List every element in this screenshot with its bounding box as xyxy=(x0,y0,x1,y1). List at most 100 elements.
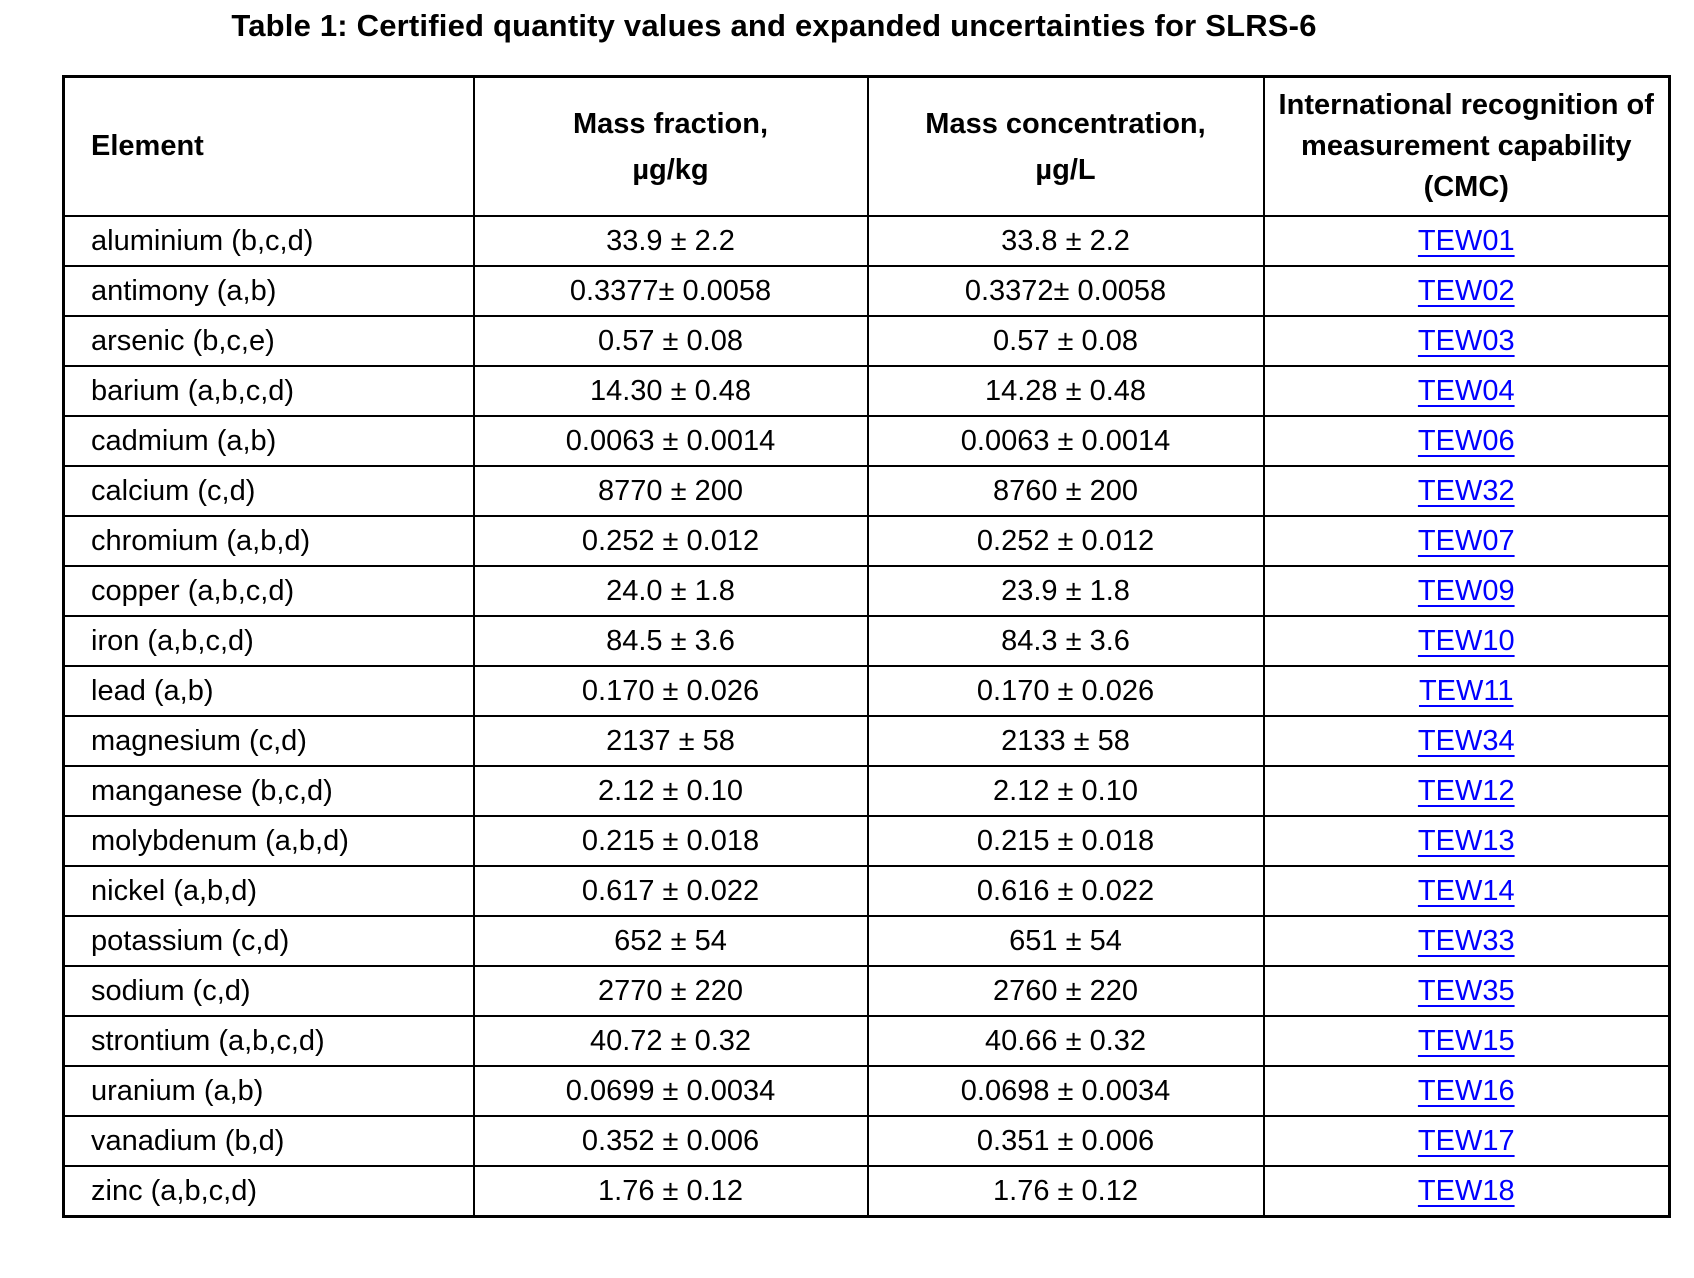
cmc-cell: TEW33 xyxy=(1262,915,1671,967)
cmc-link[interactable]: TEW04 xyxy=(1417,374,1515,407)
mass-concentration-cell: 0.215 ± 0.018 xyxy=(866,815,1265,867)
column-header-mass-fraction: Mass fraction, µg/kg xyxy=(472,75,869,217)
mass-fraction-cell: 0.352 ± 0.006 xyxy=(472,1115,869,1167)
mass-fraction-cell: 0.170 ± 0.026 xyxy=(472,665,869,717)
mass-fraction-cell: 652 ± 54 xyxy=(472,915,869,967)
cmc-link[interactable]: TEW09 xyxy=(1417,574,1515,607)
element-cell: molybdenum (a,b,d) xyxy=(62,815,475,867)
cmc-cell: TEW01 xyxy=(1262,215,1671,267)
table-row: antimony (a,b) 0.3377± 0.0058 0.3372± 0.… xyxy=(62,265,1671,317)
mass-fraction-cell: 24.0 ± 1.8 xyxy=(472,565,869,617)
mass-fraction-cell: 2770 ± 220 xyxy=(472,965,869,1017)
page-title: Table 1: Certified quantity values and e… xyxy=(231,8,1317,43)
mass-concentration-cell: 8760 ± 200 xyxy=(866,465,1265,517)
cmc-cell: TEW02 xyxy=(1262,265,1671,317)
table-row: vanadium (b,d) 0.352 ± 0.006 0.351 ± 0.0… xyxy=(62,1115,1671,1167)
cmc-cell: TEW12 xyxy=(1262,765,1671,817)
certified-values-table: Element Mass fraction, µg/kg Mass concen… xyxy=(62,75,1671,1218)
mass-fraction-cell: 0.3377± 0.0058 xyxy=(472,265,869,317)
table-row: zinc (a,b,c,d) 1.76 ± 0.12 1.76 ± 0.12 T… xyxy=(62,1165,1671,1218)
cmc-link[interactable]: TEW01 xyxy=(1417,224,1515,257)
element-cell: nickel (a,b,d) xyxy=(62,865,475,917)
mass-fraction-cell: 8770 ± 200 xyxy=(472,465,869,517)
cmc-link[interactable]: TEW02 xyxy=(1417,274,1515,307)
element-cell: chromium (a,b,d) xyxy=(62,515,475,567)
table-row: barium (a,b,c,d) 14.30 ± 0.48 14.28 ± 0.… xyxy=(62,365,1671,417)
cmc-link[interactable]: TEW15 xyxy=(1417,1024,1515,1057)
cmc-link[interactable]: TEW33 xyxy=(1417,924,1515,957)
cmc-link[interactable]: TEW17 xyxy=(1417,1124,1515,1157)
element-cell: zinc (a,b,c,d) xyxy=(62,1165,475,1218)
cmc-cell: TEW17 xyxy=(1262,1115,1671,1167)
cmc-cell: TEW06 xyxy=(1262,415,1671,467)
mass-concentration-cell: 0.351 ± 0.006 xyxy=(866,1115,1265,1167)
cmc-link[interactable]: TEW11 xyxy=(1418,674,1514,707)
mass-concentration-cell: 0.616 ± 0.022 xyxy=(866,865,1265,917)
element-cell: aluminium (b,c,d) xyxy=(62,215,475,267)
cmc-link[interactable]: TEW06 xyxy=(1417,424,1515,457)
table-row: potassium (c,d) 652 ± 54 651 ± 54 TEW33 xyxy=(62,915,1671,967)
mass-fraction-cell: 84.5 ± 3.6 xyxy=(472,615,869,667)
cmc-link[interactable]: TEW03 xyxy=(1417,324,1515,357)
mass-concentration-cell: 14.28 ± 0.48 xyxy=(866,365,1265,417)
cmc-link[interactable]: TEW18 xyxy=(1417,1174,1515,1207)
mass-concentration-cell: 1.76 ± 0.12 xyxy=(866,1165,1265,1218)
element-cell: manganese (b,c,d) xyxy=(62,765,475,817)
cmc-link[interactable]: TEW35 xyxy=(1417,974,1515,1007)
mass-concentration-cell: 2133 ± 58 xyxy=(866,715,1265,767)
mass-fraction-cell: 0.617 ± 0.022 xyxy=(472,865,869,917)
cmc-link[interactable]: TEW07 xyxy=(1417,524,1515,557)
column-header-mass-concentration: Mass concentration, µg/L xyxy=(866,75,1265,217)
cmc-link[interactable]: TEW13 xyxy=(1417,824,1515,857)
cmc-cell: TEW34 xyxy=(1262,715,1671,767)
table-row: lead (a,b) 0.170 ± 0.026 0.170 ± 0.026 T… xyxy=(62,665,1671,717)
mass-fraction-cell: 14.30 ± 0.48 xyxy=(472,365,869,417)
cmc-link[interactable]: TEW12 xyxy=(1417,774,1515,807)
cmc-link[interactable]: TEW16 xyxy=(1417,1074,1515,1107)
table-row: magnesium (c,d) 2137 ± 58 2133 ± 58 TEW3… xyxy=(62,715,1671,767)
element-cell: iron (a,b,c,d) xyxy=(62,615,475,667)
cmc-cell: TEW32 xyxy=(1262,465,1671,517)
mass-fraction-cell: 0.215 ± 0.018 xyxy=(472,815,869,867)
mass-fraction-cell: 2.12 ± 0.10 xyxy=(472,765,869,817)
element-cell: lead (a,b) xyxy=(62,665,475,717)
cmc-link[interactable]: TEW14 xyxy=(1417,874,1515,907)
table-row: uranium (a,b) 0.0699 ± 0.0034 0.0698 ± 0… xyxy=(62,1065,1671,1117)
element-cell: sodium (c,d) xyxy=(62,965,475,1017)
mass-fraction-cell: 40.72 ± 0.32 xyxy=(472,1015,869,1067)
cmc-link[interactable]: TEW34 xyxy=(1417,724,1515,757)
mass-concentration-cell: 0.252 ± 0.012 xyxy=(866,515,1265,567)
mass-fraction-cell: 1.76 ± 0.12 xyxy=(472,1165,869,1218)
element-cell: antimony (a,b) xyxy=(62,265,475,317)
element-cell: uranium (a,b) xyxy=(62,1065,475,1117)
column-header-element: Element xyxy=(62,75,475,217)
cmc-cell: TEW18 xyxy=(1262,1165,1671,1218)
cmc-cell: TEW09 xyxy=(1262,565,1671,617)
cmc-link[interactable]: TEW10 xyxy=(1417,624,1515,657)
element-cell: copper (a,b,c,d) xyxy=(62,565,475,617)
table-row: sodium (c,d) 2770 ± 220 2760 ± 220 TEW35 xyxy=(62,965,1671,1017)
cmc-cell: TEW35 xyxy=(1262,965,1671,1017)
mass-fraction-cell: 33.9 ± 2.2 xyxy=(472,215,869,267)
element-cell: magnesium (c,d) xyxy=(62,715,475,767)
element-cell: cadmium (a,b) xyxy=(62,415,475,467)
table-row: cadmium (a,b) 0.0063 ± 0.0014 0.0063 ± 0… xyxy=(62,415,1671,467)
mass-concentration-cell: 0.57 ± 0.08 xyxy=(866,315,1265,367)
mass-concentration-cell: 2.12 ± 0.10 xyxy=(866,765,1265,817)
cmc-cell: TEW15 xyxy=(1262,1015,1671,1067)
cmc-cell: TEW13 xyxy=(1262,815,1671,867)
mass-concentration-cell: 651 ± 54 xyxy=(866,915,1265,967)
mass-concentration-cell: 84.3 ± 3.6 xyxy=(866,615,1265,667)
mass-fraction-header-line1: Mass fraction, xyxy=(573,107,768,140)
cmc-cell: TEW07 xyxy=(1262,515,1671,567)
element-cell: calcium (c,d) xyxy=(62,465,475,517)
cmc-cell: TEW04 xyxy=(1262,365,1671,417)
cmc-cell: TEW16 xyxy=(1262,1065,1671,1117)
mass-concentration-cell: 0.170 ± 0.026 xyxy=(866,665,1265,717)
cmc-link[interactable]: TEW32 xyxy=(1417,474,1515,507)
header-row: Element Mass fraction, µg/kg Mass concen… xyxy=(62,75,1671,217)
table-row: chromium (a,b,d) 0.252 ± 0.012 0.252 ± 0… xyxy=(62,515,1671,567)
table-row: calcium (c,d) 8770 ± 200 8760 ± 200 TEW3… xyxy=(62,465,1671,517)
column-header-cmc: International recognition of measurement… xyxy=(1262,75,1671,217)
